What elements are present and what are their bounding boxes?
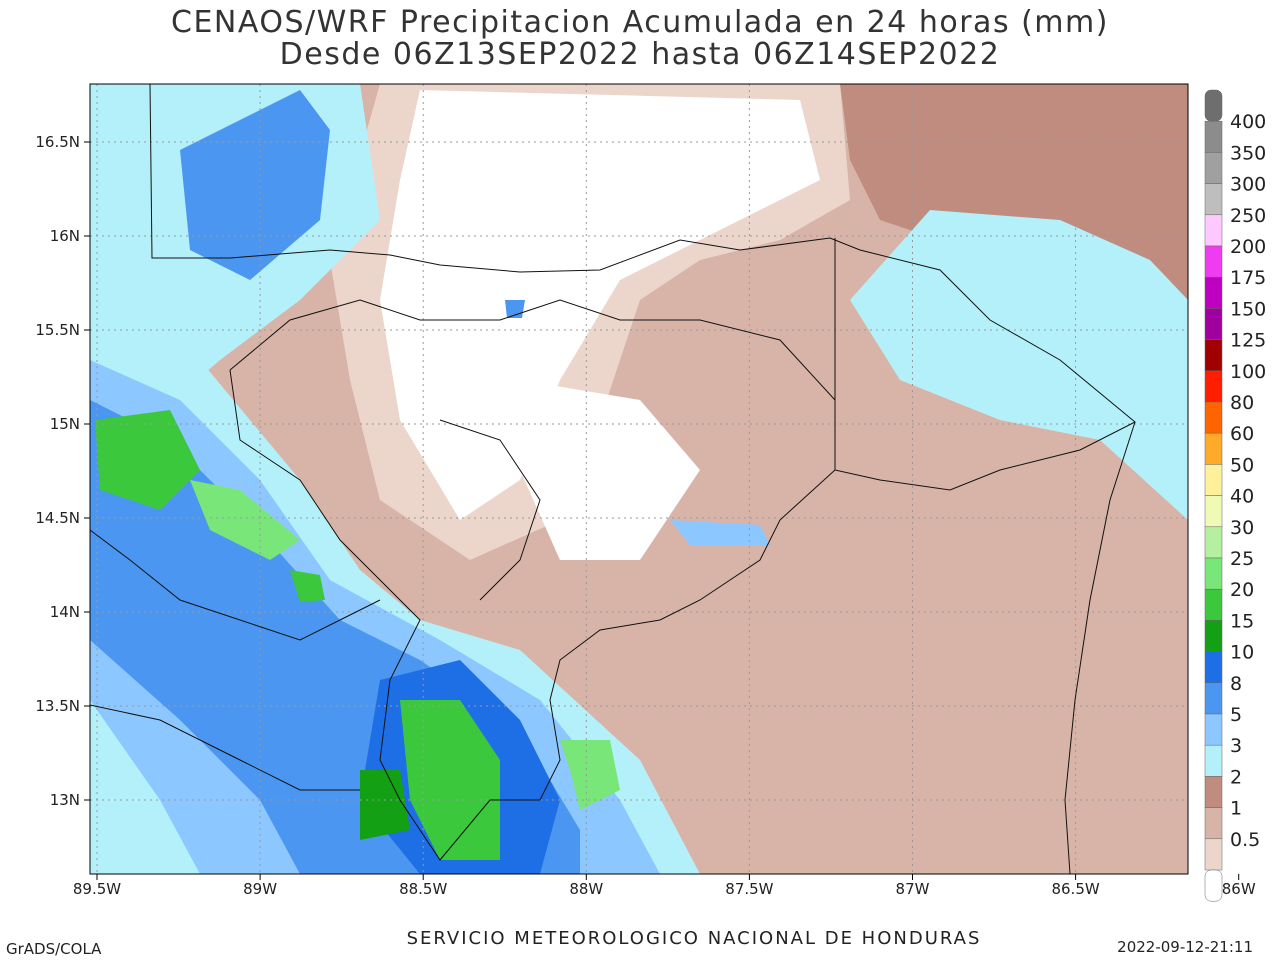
colorbar-swatch [1204,89,1223,122]
colorbar-swatch [1204,370,1223,403]
footer-left: GrADS/COLA [6,940,102,958]
colorbar-swatch [1204,214,1223,247]
x-tick-label: 87W [896,880,930,898]
axes: 16.5N 16N 15.5N 15N 14.5N 14N 13.5N 13N 89.5W 89W… [35,133,1256,898]
colorbar-label: 80 [1230,392,1254,414]
colorbar-swatch [1204,152,1223,184]
colorbar-swatch [1204,339,1223,372]
colorbar-swatch [1204,651,1223,684]
y-tick-label: 14N [50,603,80,621]
colorbar-label: 50 [1230,454,1254,476]
colorbar-label: 300 [1230,174,1266,196]
x-tick-label: 86W [1222,880,1256,898]
colorbar-swatch [1204,838,1223,871]
footer-right: 2022-09-12-21:11 [1117,938,1253,956]
colorbar-label: 100 [1230,361,1266,383]
x-tick-label: 88W [569,880,603,898]
colorbar-label: 15 [1230,610,1254,632]
x-tick-label: 89W [243,880,277,898]
colorbar-swatch [1204,183,1223,216]
y-tick-label: 15.5N [35,321,80,339]
y-tick-label: 16N [50,227,80,245]
colorbar-label: 40 [1230,486,1254,508]
colorbar-label: 350 [1230,142,1266,164]
colorbar-label: 175 [1230,267,1266,289]
title-line: Desde 06Z13SEP2022 hasta 06Z14SEP2022 [280,37,1001,72]
colorbar-swatch [1204,120,1223,153]
colorbar-swatch [1204,276,1223,309]
colorbar-label: 125 [1230,330,1266,352]
colorbar-swatch [1204,557,1223,590]
colorbar-swatch [1204,308,1223,340]
colorbar-label: 20 [1230,579,1254,601]
colorbar-swatch [1204,464,1223,496]
map-frame [89,83,1189,875]
colorbar-label: 3 [1230,735,1242,757]
colorbar-swatch [1204,401,1223,434]
colorbar-swatch [1204,776,1223,808]
colorbar-swatch [1204,744,1223,777]
colorbar-label: 60 [1230,423,1254,445]
y-tick-label: 16.5N [35,133,80,151]
colorbar-label: 400 [1230,111,1266,133]
colorbar-label: 5 [1230,704,1242,726]
x-tick-label: 86.5W [1051,880,1099,898]
colorbar-label: 200 [1230,236,1266,258]
colorbar-label: 10 [1230,642,1254,664]
borders [90,84,1136,874]
title-line: CENAOS/WRF Precipitacion Acumulada en 24… [171,5,1109,40]
x-tick-label: 88.5W [399,880,447,898]
x-tick-label: 89.5W [73,880,121,898]
colorbar-label: 2 [1230,766,1242,788]
colorbar-label: 0.5 [1230,829,1260,851]
colorbar-swatch [1204,526,1223,559]
colorbar: 4003503002502001751501251008060504030252… [1204,89,1266,902]
colorbar-swatch [1204,807,1223,840]
x-tick-label: 87.5W [725,880,773,898]
map-field [90,84,1188,874]
colorbar-label: 1 [1230,798,1242,820]
colorbar-swatch [1204,432,1223,465]
colorbar-swatch [1204,620,1223,652]
colorbar-label: 30 [1230,517,1254,539]
y-tick-label: 14.5N [35,509,80,527]
footer-center: SERVICIO METEOROLOGICO NACIONAL DE HONDU… [407,928,982,949]
y-tick-label: 13.5N [35,697,80,715]
colorbar-swatch [1204,588,1223,621]
colorbar-label: 150 [1230,298,1266,320]
colorbar-swatch [1204,713,1223,746]
colorbar-label: 25 [1230,548,1254,570]
colorbar-swatch [1204,495,1223,528]
y-tick-label: 13N [50,791,80,809]
colorbar-swatch [1204,682,1223,715]
colorbar-label: 8 [1230,673,1242,695]
colorbar-swatch [1204,245,1223,278]
y-tick-label: 15N [50,415,80,433]
colorbar-label: 250 [1230,205,1266,227]
colorbar-swatch [1204,869,1223,902]
